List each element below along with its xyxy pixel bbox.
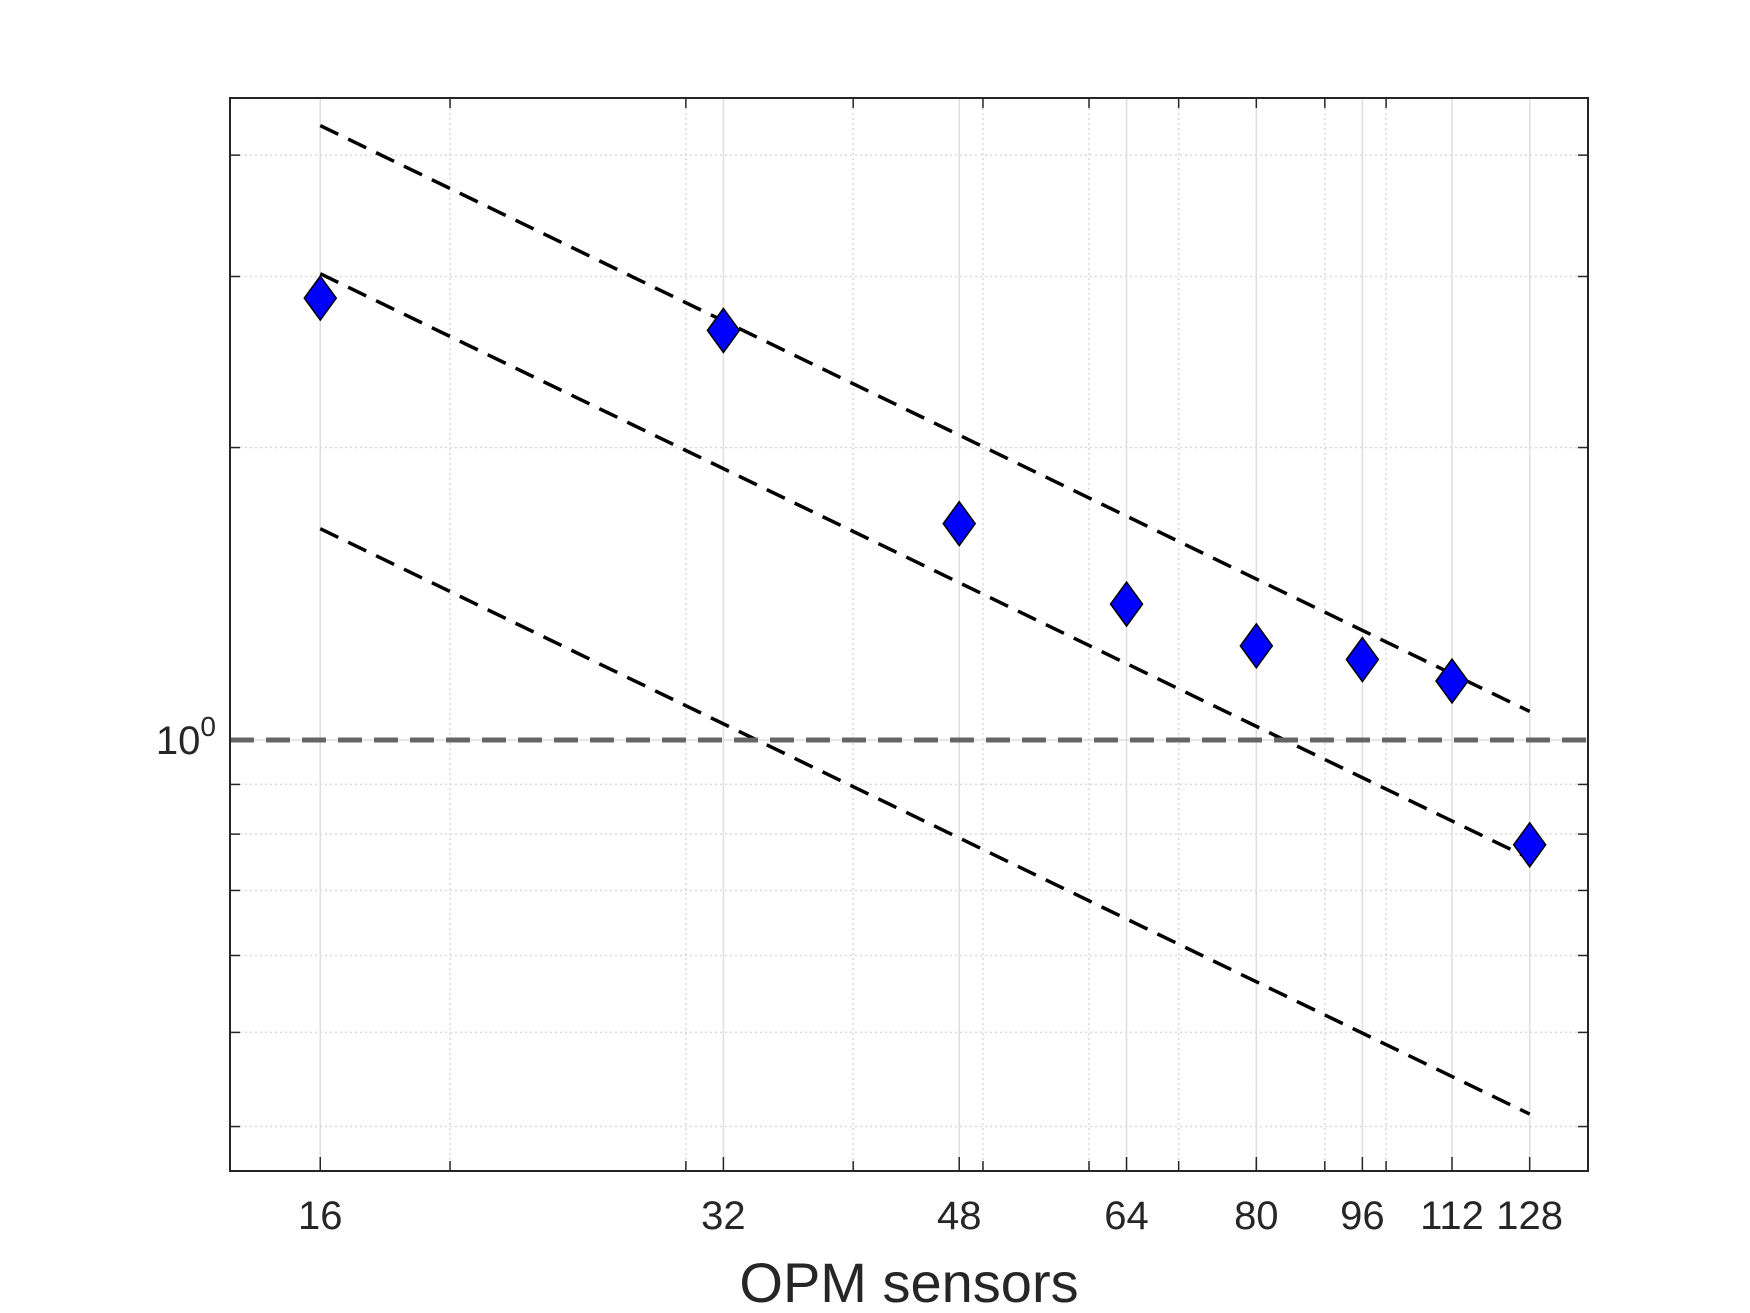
reference-line-diagonal (319, 124, 1531, 714)
x-tick-label: 80 (1234, 1194, 1279, 1238)
x-tick-label: 64 (1104, 1194, 1149, 1238)
data-point-diamond (942, 500, 977, 547)
x-axis-label: OPM sensors (739, 1251, 1078, 1313)
data-point-diamond (1239, 622, 1274, 670)
data-point-diamond (1345, 636, 1380, 683)
y-tick-labels: 100 (156, 711, 216, 763)
x-tick-label: 32 (701, 1194, 746, 1238)
data-point-diamond (1109, 580, 1144, 628)
axis-ticks (230, 98, 1588, 1171)
data-markers (303, 274, 1547, 869)
data-point-diamond (706, 307, 741, 354)
data-point-diamond (1512, 821, 1547, 869)
x-tick-label: 128 (1496, 1194, 1563, 1238)
axes-background (230, 98, 1588, 1171)
reference-lines (230, 124, 1588, 1116)
data-point-diamond (303, 274, 338, 322)
axes-box (229, 97, 1589, 1172)
x-tick-labels: 16 32 48 64 80 96 112 128 (298, 1194, 1563, 1238)
x-tick-label: 112 (1420, 1194, 1484, 1238)
x-tick-label: 48 (937, 1194, 982, 1238)
y-tick-label: 100 (156, 711, 216, 763)
reference-line-diagonal (319, 272, 1531, 861)
x-tick-label: 16 (298, 1194, 343, 1238)
data-point-diamond (1435, 657, 1469, 705)
x-tick-label: 96 (1340, 1194, 1385, 1238)
reference-line-diagonal (319, 527, 1531, 1116)
